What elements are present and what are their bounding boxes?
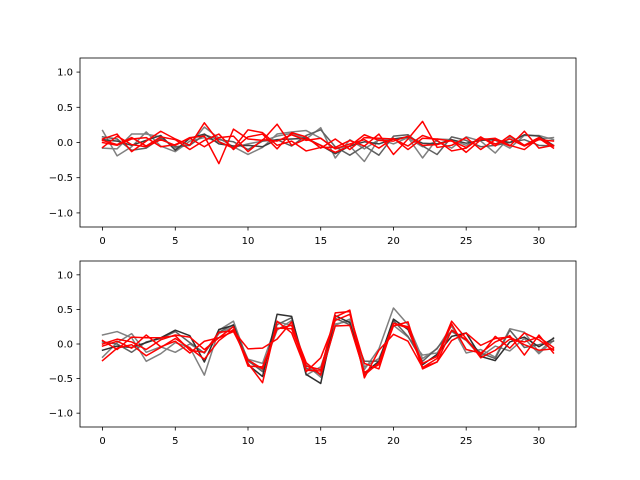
- x-tick-label: 25: [460, 436, 473, 447]
- series-line-5: [101, 120, 555, 156]
- series-group: [101, 120, 555, 165]
- series-line-3: [101, 129, 555, 156]
- x-tick-label: 30: [533, 236, 546, 247]
- y-tick-label: 0.5: [57, 103, 73, 114]
- series-line-8: [101, 134, 555, 153]
- series-line-7: [101, 321, 555, 376]
- x-tick-label: 30: [533, 436, 546, 447]
- y-tick-label: 1.0: [57, 270, 73, 281]
- x-tick-label: 10: [242, 236, 255, 247]
- y-tick-label: 1.0: [57, 68, 73, 79]
- y-tick-label: 0.0: [57, 340, 73, 351]
- x-tick-label: 15: [314, 236, 327, 247]
- x-tick-label: 0: [99, 236, 105, 247]
- x-tick-label: 5: [172, 436, 178, 447]
- y-tick-label: 0.5: [57, 305, 73, 316]
- y-tick-label: −1.0: [49, 409, 73, 420]
- x-tick-label: 10: [242, 436, 255, 447]
- series-line-6: [101, 313, 555, 373]
- y-tick-label: −0.5: [49, 374, 73, 385]
- y-tick-label: −1.0: [49, 208, 73, 219]
- x-tick-label: 0: [99, 436, 105, 447]
- x-tick-label: 5: [172, 236, 178, 247]
- x-tick-label: 25: [460, 236, 473, 247]
- y-tick-label: −0.5: [49, 173, 73, 184]
- series-line-8: [101, 309, 555, 376]
- y-tick-label: 0.0: [57, 138, 73, 149]
- top-subplot: 0 5 10 15 20 25 30 −1.0 −0.5 0.0 0.5 1.0: [49, 57, 577, 247]
- x-tick-label: 20: [387, 236, 400, 247]
- bottom-subplot: 0 5 10 15 20 25 30 −1.0 −0.5 0.0 0.5 1.0: [49, 260, 577, 447]
- series-group: [101, 307, 555, 385]
- x-tick-label: 15: [314, 436, 327, 447]
- x-tick-label: 20: [387, 436, 400, 447]
